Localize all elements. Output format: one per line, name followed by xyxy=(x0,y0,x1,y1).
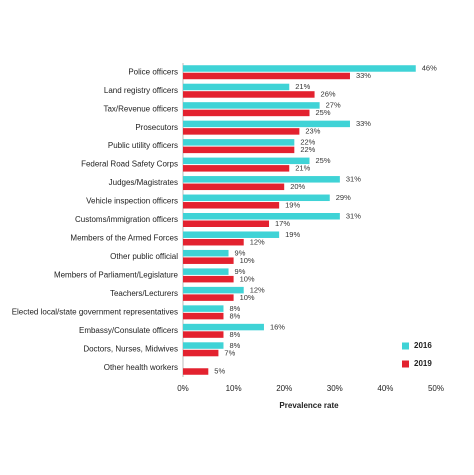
bar xyxy=(183,268,229,275)
value-label: 8% xyxy=(229,304,240,313)
category-label: Judges/Magistrates xyxy=(109,178,178,187)
value-label: 10% xyxy=(240,256,255,265)
category-label: Doctors, Nurses, Midwives xyxy=(83,344,178,353)
value-label: 22% xyxy=(300,145,315,154)
bar xyxy=(183,368,209,375)
bar xyxy=(183,312,224,320)
value-label: 10% xyxy=(240,274,255,283)
bar xyxy=(183,157,310,165)
value-label: 22% xyxy=(300,138,315,147)
bar xyxy=(183,286,244,294)
bar xyxy=(183,65,416,72)
value-label: 26% xyxy=(321,90,336,99)
bar xyxy=(183,231,280,238)
legend-swatch xyxy=(402,360,409,368)
value-label: 8% xyxy=(229,341,240,350)
bar xyxy=(183,83,290,91)
legend-swatch xyxy=(402,342,409,350)
value-label: 31% xyxy=(346,175,361,184)
category-label: Customs/immigration officers xyxy=(75,215,178,224)
value-label: 8% xyxy=(229,330,240,339)
x-tick-label: 10% xyxy=(226,384,242,393)
bar xyxy=(183,213,340,220)
value-label: 17% xyxy=(275,219,290,228)
value-label: 9% xyxy=(235,267,246,276)
bar xyxy=(183,102,320,109)
bar xyxy=(183,220,270,227)
bar xyxy=(183,176,340,183)
bar xyxy=(183,120,350,128)
bar xyxy=(183,183,285,191)
category-label: Tax/Revenue officers xyxy=(103,104,178,113)
bar xyxy=(183,257,234,264)
value-label: 16% xyxy=(270,322,285,331)
category-label: Elected local/state government represent… xyxy=(12,307,178,316)
bar xyxy=(183,275,234,283)
bar xyxy=(183,109,310,117)
category-label: Public utility officers xyxy=(108,141,178,150)
bar xyxy=(183,91,315,98)
category-label: Vehicle inspection officers xyxy=(86,197,178,206)
bar xyxy=(183,249,229,257)
value-label: 20% xyxy=(290,182,305,191)
legend-label: 2016 xyxy=(414,341,432,350)
bar xyxy=(183,331,224,338)
bar xyxy=(183,194,330,202)
category-label: Other public official xyxy=(110,252,178,261)
value-label: 46% xyxy=(422,64,437,73)
category-label: Police officers xyxy=(128,67,178,76)
category-label: Members of Parliament/Legislature xyxy=(54,271,179,280)
category-label: Embassy/Consulate officers xyxy=(79,326,178,335)
value-label: 33% xyxy=(356,119,371,128)
value-label: 23% xyxy=(305,127,320,136)
value-label: 21% xyxy=(295,82,310,91)
bar xyxy=(183,146,295,154)
value-label: 33% xyxy=(356,71,371,80)
x-tick-label: 50% xyxy=(428,384,444,393)
value-label: 12% xyxy=(250,237,265,246)
bar xyxy=(183,238,244,246)
value-label: 9% xyxy=(235,248,246,257)
value-label: 7% xyxy=(224,348,235,357)
bar xyxy=(183,128,300,135)
legend-label: 2019 xyxy=(414,359,432,368)
value-label: 8% xyxy=(229,311,240,320)
category-label: Federal Road Safety Corps xyxy=(81,160,178,169)
value-label: 27% xyxy=(326,101,341,110)
bar xyxy=(183,294,234,301)
x-tick-label: 20% xyxy=(276,384,292,393)
category-label: Prosecutors xyxy=(135,123,178,132)
category-label: Teachers/Lecturers xyxy=(110,289,178,298)
bar xyxy=(183,323,264,331)
category-label: Land registry officers xyxy=(104,86,178,95)
bar xyxy=(183,305,224,312)
value-label: 31% xyxy=(346,211,361,220)
value-label: 21% xyxy=(295,164,310,173)
bar xyxy=(183,165,290,172)
x-tick-label: 0% xyxy=(177,384,189,393)
value-label: 19% xyxy=(285,230,300,239)
x-tick-label: 40% xyxy=(377,384,393,393)
value-label: 10% xyxy=(240,293,255,302)
category-label: Other health workers xyxy=(104,363,178,372)
bar xyxy=(183,72,350,80)
bar xyxy=(183,139,295,146)
value-label: 25% xyxy=(316,156,331,165)
bar xyxy=(183,202,280,209)
bar xyxy=(183,349,219,357)
value-label: 12% xyxy=(250,285,265,294)
category-label: Members of the Armed Forces xyxy=(70,234,178,243)
bar xyxy=(183,342,224,349)
value-label: 25% xyxy=(316,108,331,117)
value-label: 5% xyxy=(214,367,225,376)
value-label: 19% xyxy=(285,201,300,210)
x-tick-label: 30% xyxy=(327,384,343,393)
value-label: 29% xyxy=(336,193,351,202)
x-axis-label: Prevalence rate xyxy=(279,401,339,410)
